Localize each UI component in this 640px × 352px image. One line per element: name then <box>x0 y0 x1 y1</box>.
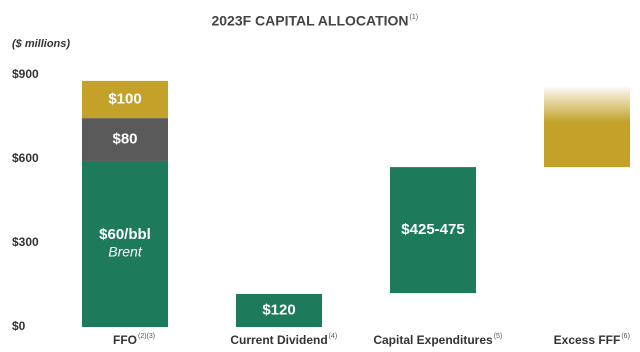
y-tick-label: $600 <box>12 151 39 165</box>
bar-segment <box>82 118 168 161</box>
bar-segment <box>544 85 630 168</box>
segment-label: $120 <box>262 301 295 318</box>
bar-segment <box>82 160 168 327</box>
x-tick-label: Capital Expenditures <box>373 333 493 347</box>
y-tick-label: $300 <box>12 235 39 249</box>
y-axis-label: ($ millions) <box>12 38 70 50</box>
y-tick-label: $0 <box>12 319 26 333</box>
bar-segment <box>236 293 322 327</box>
y-tick-label: $900 <box>12 67 39 81</box>
segment-label: $100 <box>108 90 141 107</box>
x-tick-label: Excess FFF <box>554 333 621 347</box>
category-note: (4) <box>329 333 338 340</box>
chart-title: 2023F CAPITAL ALLOCATION <box>211 13 408 29</box>
category-note: (6) <box>621 333 630 340</box>
x-tick-label: FFO <box>113 333 137 347</box>
category-note: (2)(3) <box>138 333 155 340</box>
title-note: (1) <box>410 14 419 21</box>
category-note: (5) <box>494 333 503 340</box>
bar-segment <box>82 80 168 119</box>
segment-sublabel: Brent <box>108 244 143 260</box>
segment-label: $425-475 <box>401 221 464 238</box>
segment-label: $60/bbl <box>99 226 151 243</box>
x-tick-label: Current Dividend <box>230 333 327 347</box>
bar-segment <box>390 167 476 294</box>
segment-label: $80 <box>112 131 137 148</box>
